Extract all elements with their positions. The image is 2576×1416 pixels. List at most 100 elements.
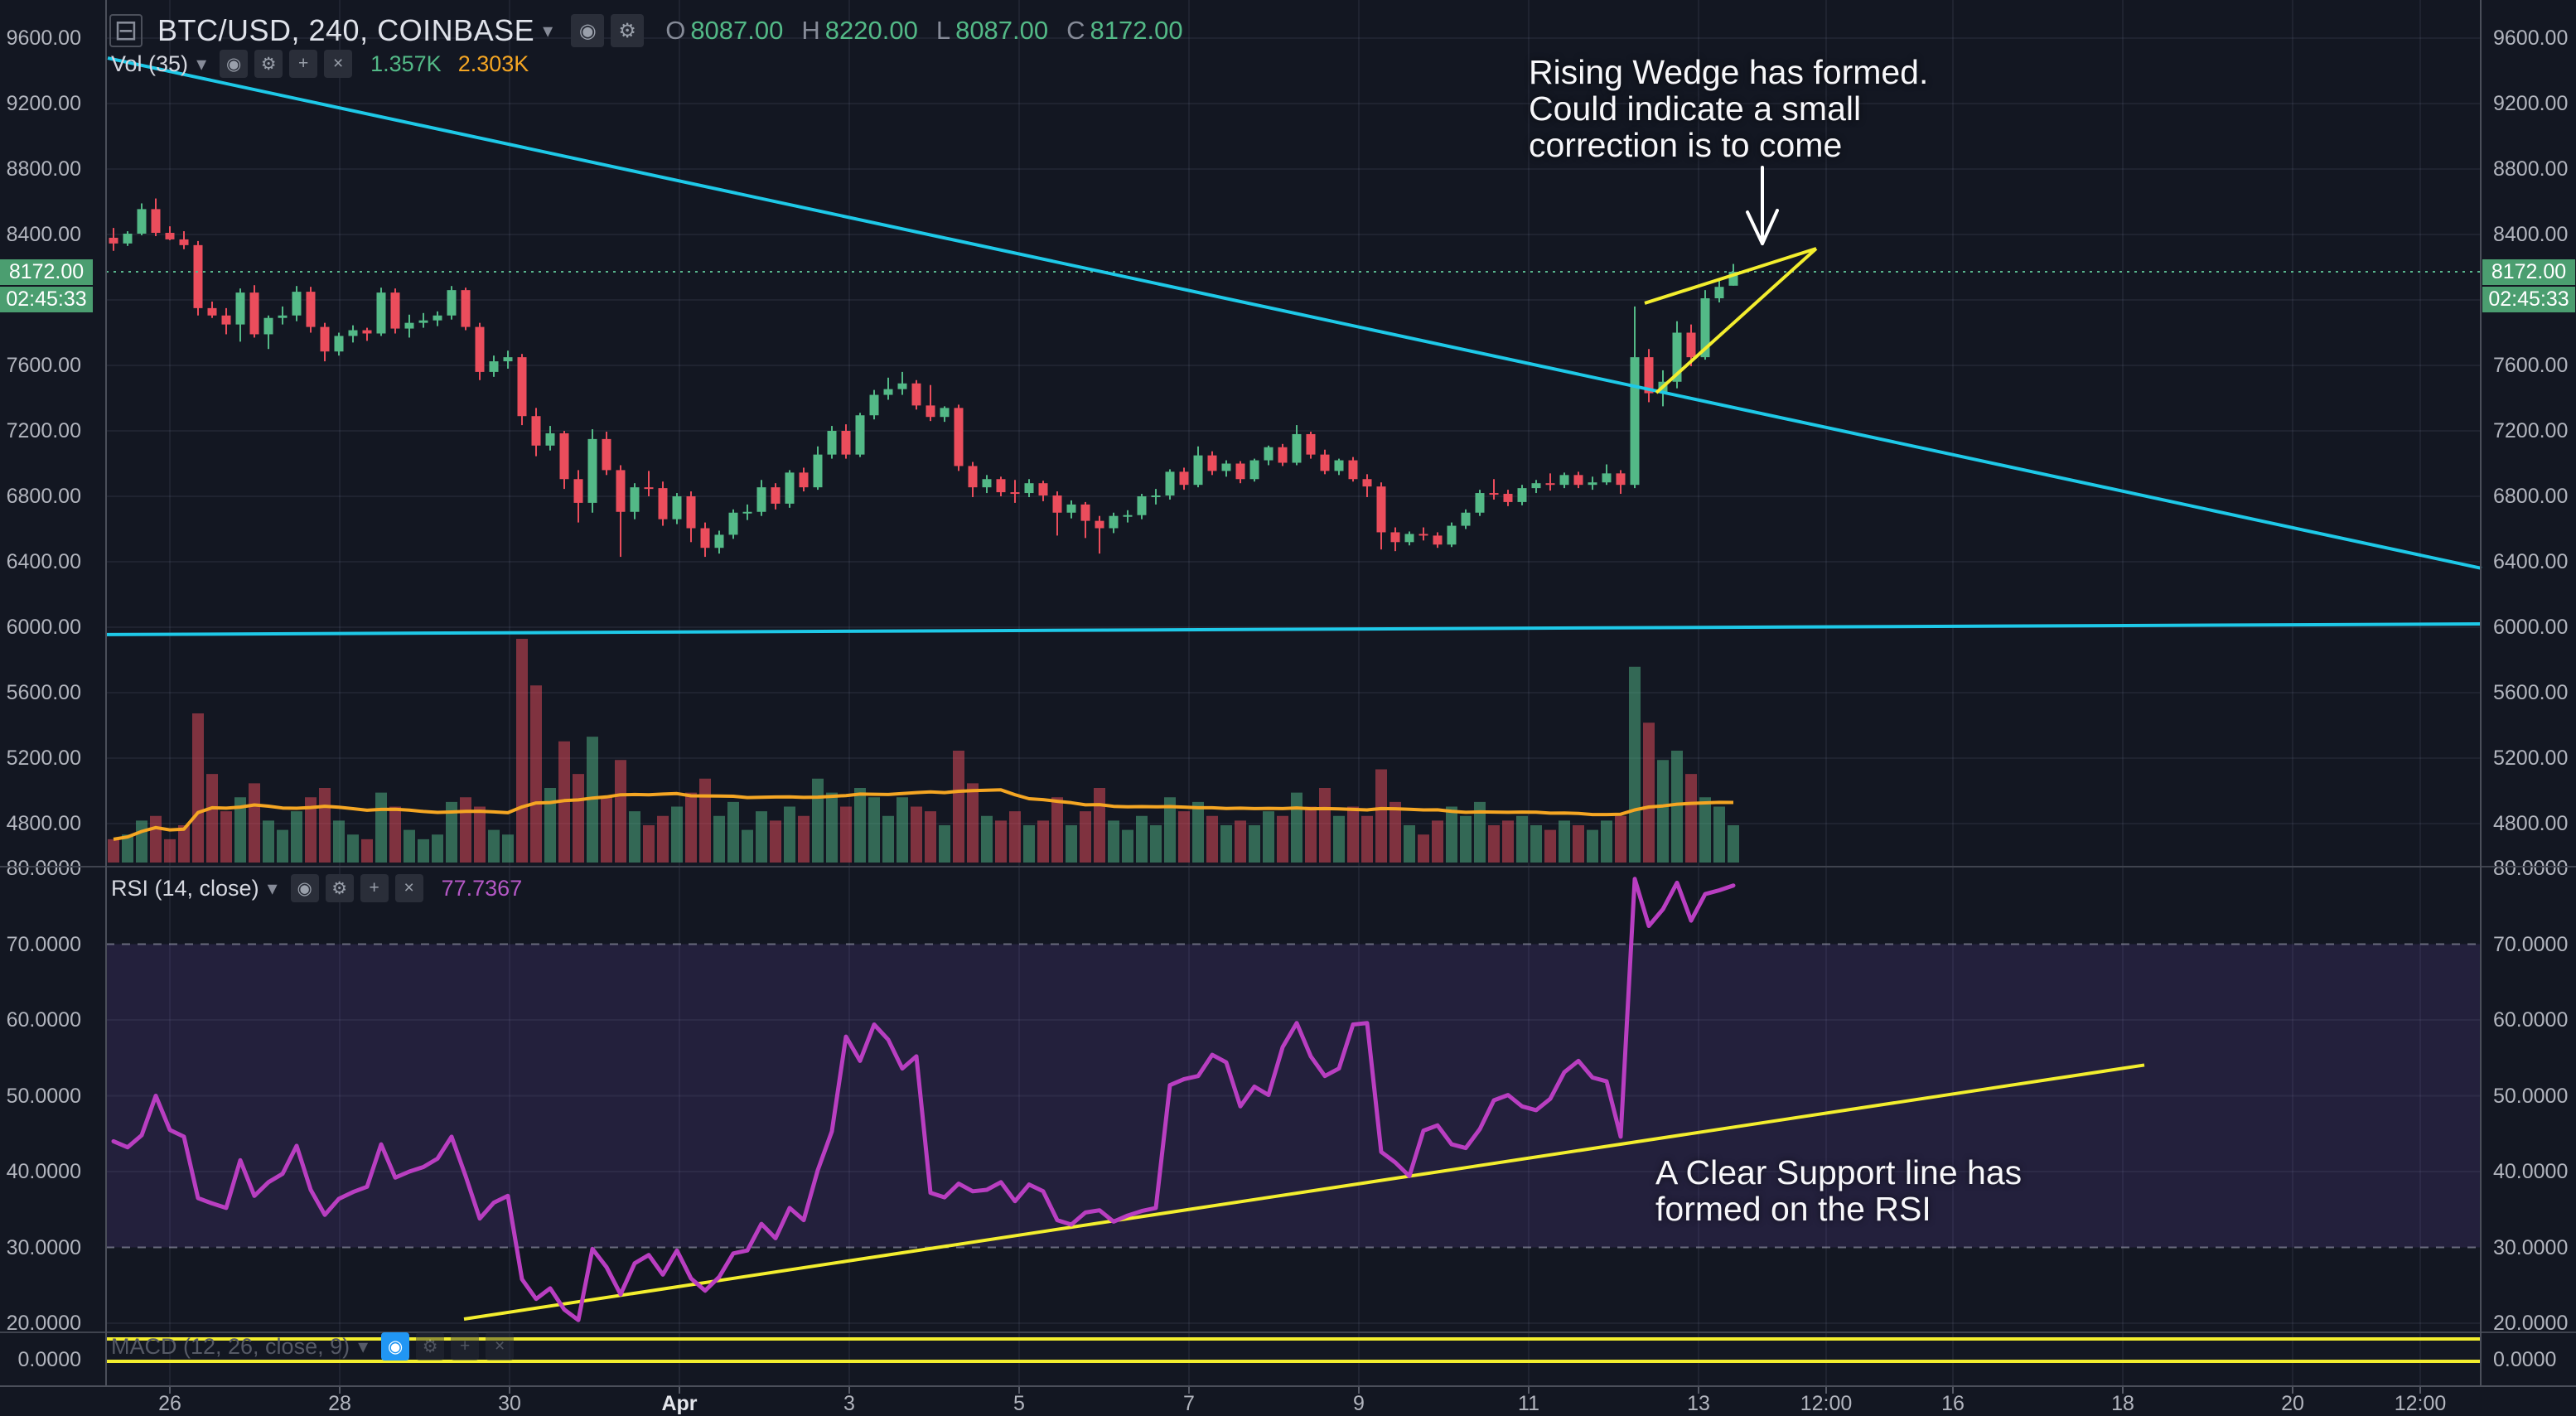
axis-border-right <box>2480 0 2482 1385</box>
wedge-note-line1: Rising Wedge has formed. <box>1529 53 1929 91</box>
gear-icon[interactable]: ⚙ <box>254 50 283 78</box>
close-icon[interactable]: × <box>486 1332 515 1360</box>
time-tick-mark <box>1188 1387 1190 1394</box>
high-value: 8220.00 <box>824 16 918 45</box>
time-tick-label: 18 <box>2111 1392 2134 1415</box>
gear-icon[interactable]: ⚙ <box>416 1332 445 1360</box>
time-tick-mark <box>509 1387 510 1394</box>
price-tick-label: 6400.00 <box>6 550 81 573</box>
macd-indicator-label[interactable]: MACD (12, 26, close, 9) <box>111 1333 350 1359</box>
price-tick-label: 9600.00 <box>6 27 81 50</box>
rsi-tick-label: 70.0000 <box>6 932 81 956</box>
chevron-down-icon[interactable]: ▾ <box>267 877 278 900</box>
wedge-annotation-text[interactable]: Rising Wedge has formed. Could indicate … <box>1529 53 1929 164</box>
wedge-note-line2: Could indicate a small <box>1529 89 1862 128</box>
price-tick-label: 7200.00 <box>6 419 81 442</box>
eye-icon[interactable]: ◉ <box>571 14 605 47</box>
volume-indicator-label[interactable]: Vol (35) <box>111 51 189 76</box>
eye-icon[interactable]: ◉ <box>381 1332 410 1360</box>
current-price-label-left: 8172.00 <box>0 259 93 285</box>
close-icon[interactable]: × <box>394 874 423 902</box>
rsi-tick-label: 20.0000 <box>6 1312 81 1335</box>
pane-separator-rsi[interactable] <box>0 866 2576 867</box>
time-tick-mark <box>339 1387 341 1394</box>
time-tick-label: 12:00 <box>2394 1392 2447 1415</box>
time-tick-mark <box>1698 1387 1699 1394</box>
rsi-tick-label: 60.0000 <box>2493 1008 2569 1032</box>
price-tick-label: 6800.00 <box>2493 485 2569 508</box>
price-tick-label: 6000.00 <box>2493 616 2569 639</box>
price-tick-label: 6000.00 <box>6 616 81 639</box>
rsi-tick-label: 30.0000 <box>6 1235 81 1259</box>
axis-border-left <box>105 0 107 1385</box>
price-tick-label: 8800.00 <box>2493 157 2569 181</box>
time-tick-mark <box>1018 1387 1020 1394</box>
rsi-tick-label: 80.0000 <box>2493 857 2569 880</box>
gear-icon[interactable]: ⚙ <box>325 874 354 902</box>
rsi-value: 77.7367 <box>441 875 523 901</box>
low-label: L <box>935 16 951 45</box>
volume-ma-value: 2.303K <box>457 51 529 76</box>
plus-icon[interactable]: + <box>289 50 318 78</box>
chevron-down-icon[interactable]: ▾ <box>543 19 553 42</box>
time-axis[interactable]: 26 28 30 Apr 3 5 7 9 11 13 12:00 16 18 20 12:00 <box>0 1387 2576 1416</box>
pane-separator-macd[interactable] <box>0 1331 2576 1333</box>
price-tick-label: 7600.00 <box>6 354 81 377</box>
chevron-down-icon[interactable]: ▾ <box>358 1335 369 1358</box>
close-value: 8172.00 <box>1090 16 1183 45</box>
time-tick-mark <box>1952 1387 1954 1394</box>
price-tick-label: 9200.00 <box>2493 92 2569 115</box>
rsi-indicator-label[interactable]: RSI (14, close) <box>111 875 259 901</box>
price-tick-label: 5200.00 <box>2493 747 2569 770</box>
rsi-tick-label: 70.0000 <box>2493 932 2569 956</box>
rsi-indicator-header: RSI (14, close) ▾ ◉ ⚙ + × 77.7367 <box>111 874 522 902</box>
time-tick-label: 3 <box>843 1392 855 1415</box>
rsi-tick-label: 40.0000 <box>6 1160 81 1183</box>
close-label: C <box>1066 16 1085 45</box>
time-tick-mark <box>2292 1387 2293 1394</box>
price-tick-label: 5600.00 <box>6 681 81 704</box>
time-tick-label: 7 <box>1183 1392 1195 1415</box>
price-axis-right[interactable]: 9600.00 9200.00 8800.00 8400.00 7600.00 7200.… <box>2482 0 2576 1385</box>
time-tick-label: 16 <box>1941 1392 1965 1415</box>
rsi-tick-label: 60.0000 <box>6 1008 81 1032</box>
open-value: 8087.00 <box>690 16 784 45</box>
wedge-note-line3: correction is to come <box>1529 125 1843 164</box>
plus-icon[interactable]: + <box>360 874 389 902</box>
time-tick-mark <box>2419 1387 2421 1394</box>
rsi-note-line1: A Clear Support line has <box>1655 1153 2023 1191</box>
chevron-down-icon[interactable]: ▾ <box>196 52 207 75</box>
rsi-support-annotation-text[interactable]: A Clear Support line has formed on the R… <box>1655 1153 2023 1228</box>
collapse-pane-icon[interactable]: ⊟ <box>109 14 143 47</box>
current-price-label-right: 8172.00 <box>2482 259 2575 285</box>
time-tick-label: Apr <box>661 1392 698 1415</box>
macd-tick-label: 0.0000 <box>2493 1348 2557 1371</box>
rsi-tick-label: 20.0000 <box>2493 1312 2569 1335</box>
rsi-tick-label: 40.0000 <box>2493 1160 2569 1183</box>
open-label: O <box>665 16 686 45</box>
volume-indicator-header: Vol (35) ▾ ◉ ⚙ + × 1.357K 2.303K <box>111 50 529 78</box>
price-tick-label: 5600.00 <box>2493 681 2569 704</box>
macd-indicator-header: MACD (12, 26, close, 9) ▾ ◉ ⚙ + × <box>111 1332 515 1360</box>
price-tick-label: 6400.00 <box>2493 550 2569 573</box>
price-tick-label: 9200.00 <box>6 92 81 115</box>
symbol-header: ⊟ BTC/USD, 240, COINBASE ▾ ◉ ⚙ O 8087.00… <box>109 13 1183 48</box>
gear-icon[interactable]: ⚙ <box>611 14 645 47</box>
symbol-title[interactable]: BTC/USD, 240, COINBASE <box>157 13 535 47</box>
price-tick-label: 4800.00 <box>6 812 81 835</box>
close-icon[interactable]: × <box>324 50 353 78</box>
rsi-tick-label: 80.0000 <box>6 857 81 880</box>
eye-icon[interactable]: ◉ <box>290 874 319 902</box>
time-tick-label: 12:00 <box>1800 1392 1853 1415</box>
price-tick-label: 9600.00 <box>2493 27 2569 50</box>
time-tick-mark <box>1358 1387 1360 1394</box>
eye-icon[interactable]: ◉ <box>220 50 249 78</box>
time-tick-label: 28 <box>328 1392 351 1415</box>
rsi-tick-label: 50.0000 <box>6 1084 81 1108</box>
plus-icon[interactable]: + <box>451 1332 480 1360</box>
price-axis-left[interactable]: 9600.00 9200.00 8800.00 8400.00 7600.00 7200.… <box>0 0 94 1385</box>
time-axis-border <box>0 1385 2576 1387</box>
price-tick-label: 7600.00 <box>2493 354 2569 377</box>
